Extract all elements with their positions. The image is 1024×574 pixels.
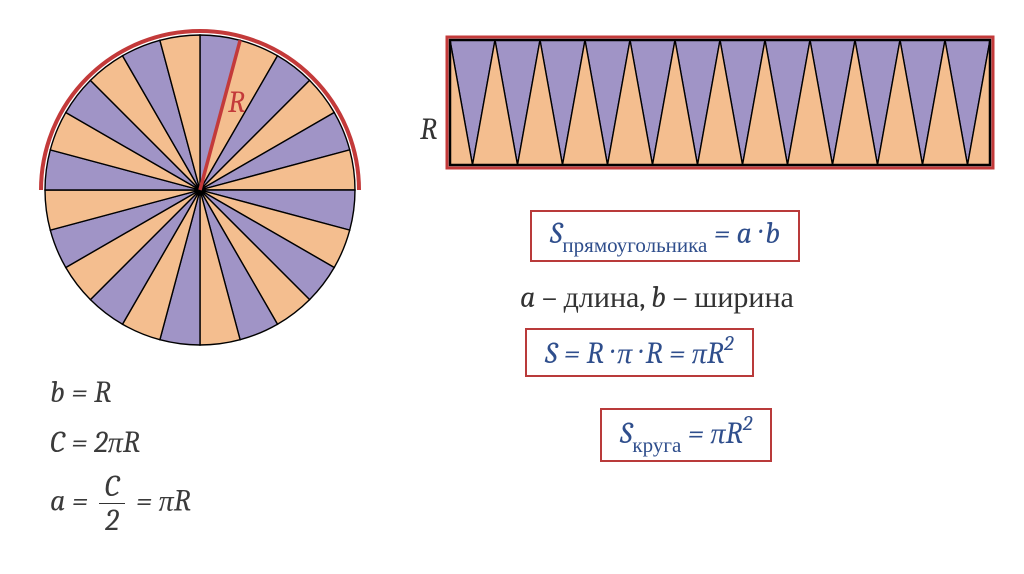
- rectangle-R-label: R: [420, 112, 437, 147]
- formula-S-rectangle: Sпрямоугольника = a · b: [530, 210, 800, 262]
- formula-S-circle: Sкруга = πR2: [600, 408, 772, 462]
- formula-ab-description: a – длина, b – ширина: [520, 280, 794, 315]
- formula-b-equals-R: b = R: [50, 375, 111, 410]
- rectangle-teeth-diagram: [0, 0, 1024, 190]
- formula-S-equals-piR2: S = R · π · R = πR2: [525, 328, 754, 377]
- formula-a-equals-C-over-2: a = C2 = πR: [50, 470, 191, 537]
- formula-C-equals-2piR: C = 2πR: [50, 425, 140, 460]
